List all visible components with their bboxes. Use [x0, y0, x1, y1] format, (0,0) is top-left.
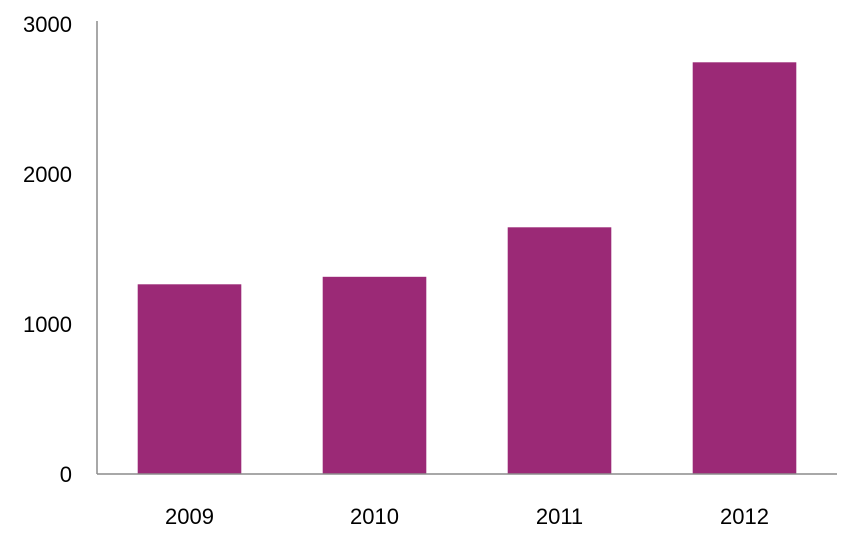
x-tick-label-2012: 2012 [720, 504, 769, 529]
y-axis-ticks: 0 1000 2000 3000 [23, 12, 72, 487]
bar-2010 [322, 276, 427, 475]
y-tick-label-3000: 3000 [23, 12, 72, 37]
bar-series [137, 62, 797, 475]
y-tick-label-2000: 2000 [23, 162, 72, 187]
x-tick-label-2011: 2011 [536, 504, 583, 529]
x-tick-label-2010: 2010 [350, 504, 399, 529]
x-axis-ticks: 2009 2010 2011 2012 [165, 504, 769, 529]
bar-2012 [692, 62, 797, 475]
x-tick-label-2009: 2009 [165, 504, 214, 529]
bar-2011 [507, 227, 612, 475]
bar-2009 [137, 284, 242, 475]
y-tick-label-1000: 1000 [23, 312, 72, 337]
y-tick-label-0: 0 [60, 462, 72, 487]
